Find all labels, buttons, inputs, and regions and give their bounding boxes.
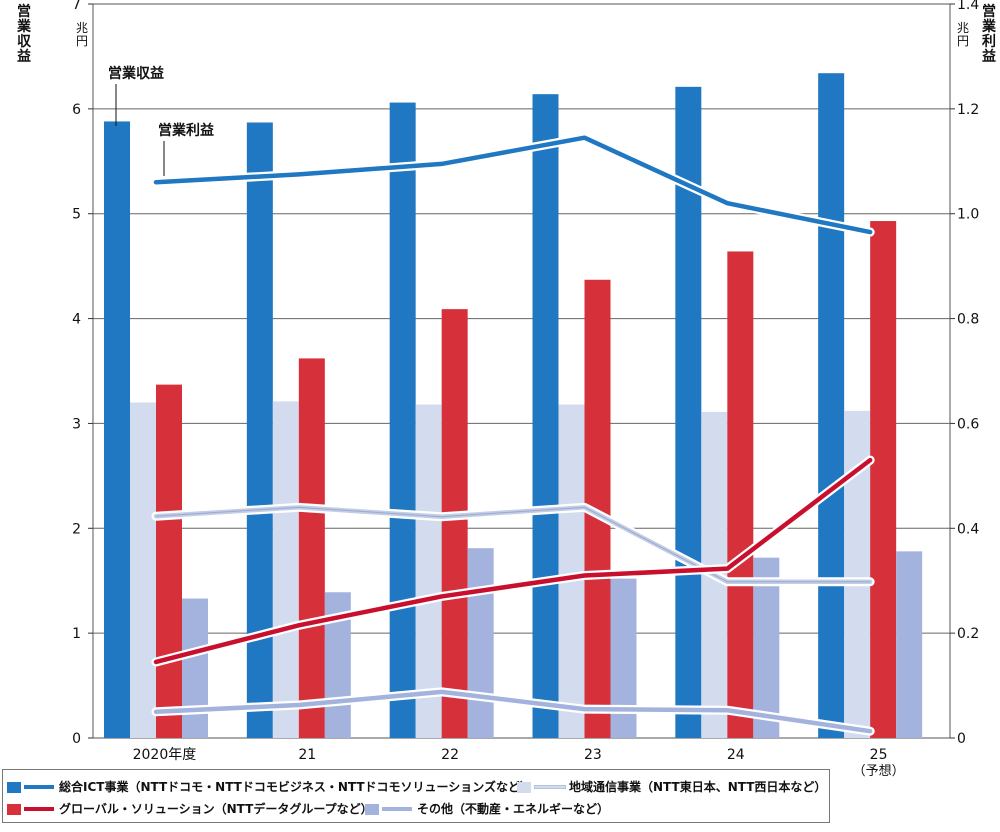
bar xyxy=(156,384,182,738)
series-line xyxy=(153,689,873,734)
bar xyxy=(389,102,416,738)
bar xyxy=(727,251,754,738)
bar xyxy=(182,598,208,738)
bar xyxy=(104,121,130,738)
bar xyxy=(467,548,494,738)
annotation-profit: 営業利益 xyxy=(158,122,214,139)
legend-swatch-line xyxy=(24,785,54,789)
y-tick-label: 2 xyxy=(72,521,81,537)
x-tick-label: 23 xyxy=(584,747,602,763)
x-tick-label: 22 xyxy=(441,747,459,763)
bar xyxy=(415,404,442,738)
y2-tick-label: 0.8 xyxy=(957,312,979,328)
bar xyxy=(532,94,559,739)
bar xyxy=(753,557,780,738)
legend-swatch-bar xyxy=(365,804,379,815)
x-tick-label: 2020年度 xyxy=(133,747,197,763)
legend-label: 総合ICT事業（NTTドコモ・NTTドコモビジネス・NTTドコモソリューションズ… xyxy=(59,780,533,794)
x-tick-note: （予想） xyxy=(853,763,905,779)
annotation-revenue: 営業収益 xyxy=(108,65,164,82)
legend: 総合ICT事業（NTTドコモ・NTTドコモビジネス・NTTドコモソリューションズ… xyxy=(2,769,830,823)
series-line-edge xyxy=(155,506,871,583)
series-line xyxy=(153,135,873,235)
legend-swatch-bar xyxy=(7,804,21,815)
y2-tick-label: 1.4 xyxy=(957,0,979,13)
y-tick-label: 4 xyxy=(72,312,81,328)
y-tick-label: 1 xyxy=(72,626,81,642)
y-axis-unit: 円 xyxy=(76,34,88,48)
y-tick-label: 3 xyxy=(72,416,81,432)
y2-tick-label: 0.6 xyxy=(957,416,979,432)
y2-tick-label: 0.4 xyxy=(957,521,979,537)
y2-tick-label: 0.2 xyxy=(957,626,979,642)
bar xyxy=(441,309,468,738)
bar xyxy=(675,86,702,738)
legend-swatch-bar xyxy=(517,782,531,793)
bar xyxy=(272,401,299,738)
y2-axis-title: 業 xyxy=(981,18,997,35)
x-tick-label: 24 xyxy=(727,747,745,763)
bar xyxy=(818,73,845,739)
legend-label: 地域通信事業（NTT東日本、NTT西日本など） xyxy=(569,780,827,794)
y2-axis-title: 利 xyxy=(982,33,996,50)
legend-label: その他（不動産・エネルギーなど） xyxy=(417,802,610,816)
y-tick-label: 0 xyxy=(72,731,81,747)
legend-swatch-line xyxy=(534,785,566,789)
legend-label: グローバル・ソリューション（NTTデータグループなど） xyxy=(59,802,373,816)
bar xyxy=(130,402,156,738)
bar xyxy=(610,578,637,738)
y-tick-label: 7 xyxy=(72,0,81,13)
legend-swatch-line xyxy=(24,807,54,811)
y-axis-title: 営 xyxy=(17,3,31,20)
y-axis-title: 益 xyxy=(17,48,31,65)
y2-axis-unit: 円 xyxy=(957,34,969,48)
y2-axis-title: 益 xyxy=(982,48,996,65)
y2-tick-label: 1.2 xyxy=(957,102,979,118)
y-axis-unit: 兆 xyxy=(76,21,88,35)
bar xyxy=(558,404,585,738)
bar xyxy=(870,221,897,738)
plot-area xyxy=(92,3,951,739)
bar xyxy=(896,551,923,738)
y-axis-title: 収 xyxy=(17,33,32,50)
legend-swatch-bar xyxy=(7,782,21,793)
y-tick-label: 5 xyxy=(72,207,81,223)
bar xyxy=(298,358,325,738)
y2-axis-title: 営 xyxy=(982,3,996,20)
x-tick-label: 25 xyxy=(870,747,888,763)
x-tick-label: 21 xyxy=(298,747,316,763)
y-tick-label: 6 xyxy=(72,102,81,118)
y2-axis-unit: 兆 xyxy=(957,21,969,35)
y2-tick-label: 0 xyxy=(957,731,966,747)
series-line xyxy=(153,457,873,665)
bar xyxy=(246,122,273,738)
legend-swatch-line xyxy=(382,807,412,811)
y-axis-title: 業 xyxy=(16,18,32,35)
y2-tick-label: 1.0 xyxy=(957,207,979,223)
